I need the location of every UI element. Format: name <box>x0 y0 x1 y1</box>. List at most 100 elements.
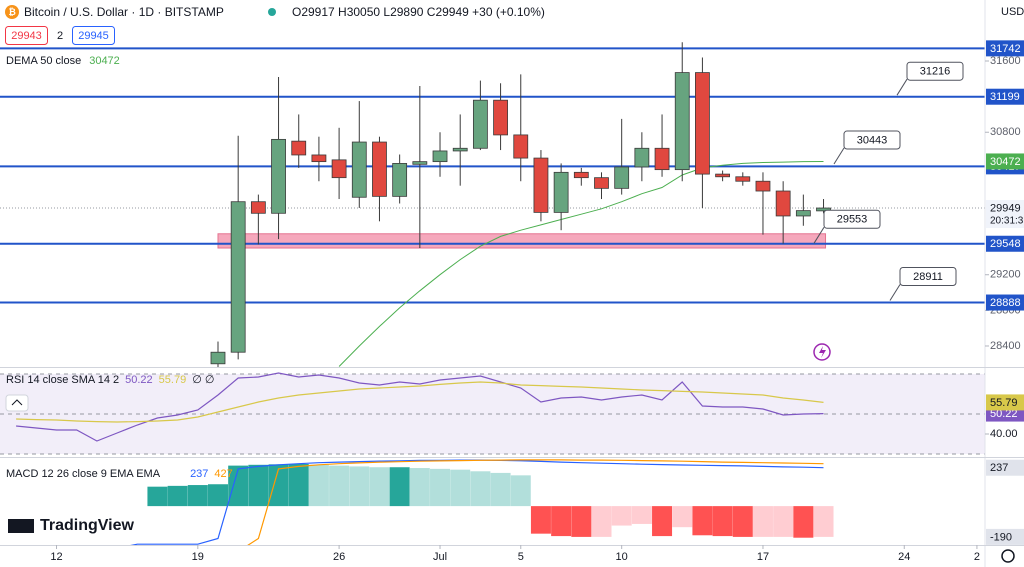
alert-glyph <box>819 346 826 358</box>
dema-legend-value: 30472 <box>89 55 120 67</box>
histogram-bar <box>611 506 632 526</box>
ohlc: O29917 H30050 L29890 C29949 +30 (+0.10%) <box>292 5 545 19</box>
candle-body <box>594 177 609 189</box>
macd-axis-label: 237 <box>990 462 1008 474</box>
candle-body <box>331 159 347 179</box>
level-label-box <box>986 294 1024 311</box>
x-tick-label: 24 <box>898 551 910 563</box>
note-box <box>843 130 901 150</box>
collapse-icon <box>11 399 23 406</box>
y-tick-label: 30800 <box>990 126 1021 138</box>
countdown: 20:31:3 <box>990 216 1024 227</box>
x-tick-label: 19 <box>192 551 204 563</box>
candle-body <box>735 176 751 182</box>
level-label-box <box>986 40 1024 57</box>
histogram-axis-label: -190 <box>990 531 1012 543</box>
histogram-bar <box>450 469 471 507</box>
histogram-bar <box>692 506 713 536</box>
histogram-bar <box>268 464 289 507</box>
note-box <box>906 61 964 81</box>
candle-body <box>775 190 791 217</box>
last-price-box <box>986 200 1024 229</box>
histogram-bar <box>207 484 228 507</box>
indicator-legend: DEMA 50 close <box>6 55 81 67</box>
histogram-bar <box>591 506 612 537</box>
candle-body <box>795 210 811 217</box>
buy-box[interactable] <box>72 26 115 45</box>
rsi-axis-label-box <box>986 394 1024 411</box>
level-label-box <box>986 88 1024 105</box>
histogram-bar <box>308 464 329 507</box>
histogram-bar <box>470 471 491 507</box>
spread: 2 <box>57 30 63 42</box>
macd-legend-value: 237 <box>190 468 208 480</box>
candle-body <box>513 134 529 159</box>
logo-mark <box>8 519 34 533</box>
histogram-bar <box>631 506 652 524</box>
x-tick-label: 10 <box>616 551 628 563</box>
note-label: 30443 <box>857 134 888 146</box>
histogram-bar <box>752 506 773 537</box>
note-leader <box>813 227 825 244</box>
note-box <box>823 209 881 229</box>
histogram-bar <box>147 486 168 507</box>
level-label: 28888 <box>990 297 1021 309</box>
macd-axis-label-box <box>986 459 1024 476</box>
candle-body <box>412 161 428 165</box>
last-price: 29949 <box>990 202 1021 214</box>
level-label: 31199 <box>990 91 1020 103</box>
histogram-axis-label-box <box>986 528 1024 545</box>
histogram-bar <box>652 506 673 537</box>
histogram-bar <box>430 468 451 507</box>
bid: 29943 <box>11 30 42 42</box>
histogram-bar <box>329 465 350 507</box>
rsi-legend-tail: ∅ ∅ <box>192 374 214 386</box>
note-label: 29553 <box>837 214 868 226</box>
settings-icon[interactable] <box>1001 549 1015 563</box>
histogram-bar <box>530 506 551 534</box>
y-tick-label: 31600 <box>990 55 1021 67</box>
histogram-bar <box>773 506 794 537</box>
level-label: 29548 <box>990 238 1021 250</box>
histogram-bar <box>551 506 572 537</box>
rsi-axis-label: 55.79 <box>990 397 1018 409</box>
coin-glyph: ₿ <box>9 7 16 17</box>
alert-icon[interactable] <box>813 343 831 361</box>
ask: 29945 <box>78 30 109 42</box>
dema-axis-label: 30472 <box>990 156 1021 168</box>
candle-body <box>634 147 650 168</box>
level-label-box <box>986 235 1024 252</box>
candle-body <box>533 157 549 213</box>
x-tick-label: 2 <box>974 551 980 563</box>
histogram-bar <box>228 465 249 507</box>
candle-body <box>755 180 771 192</box>
logo-text: TradingView <box>40 517 135 534</box>
histogram-bar <box>389 467 410 507</box>
histogram-bar <box>490 472 511 507</box>
histogram-bar <box>813 506 834 537</box>
histogram-bar <box>510 475 531 507</box>
note-label: 31216 <box>920 66 951 78</box>
histogram-bar <box>349 466 370 507</box>
candle-body <box>392 163 408 197</box>
macd-legend: MACD 12 26 close 9 EMA EMA <box>6 468 161 480</box>
candle-body <box>715 173 731 178</box>
market-status <box>268 8 276 16</box>
histogram-bar <box>732 506 753 537</box>
collapse-button[interactable] <box>5 394 29 412</box>
candle-body <box>311 154 327 163</box>
histogram-bar <box>167 485 188 507</box>
histogram-bar <box>409 468 430 507</box>
histogram-bar <box>187 485 208 507</box>
note-leader <box>896 78 908 96</box>
note-box <box>899 266 957 286</box>
rsi-line <box>16 372 824 442</box>
sell-box[interactable] <box>5 26 48 45</box>
histogram-bar <box>672 506 693 528</box>
dema-axis-label-box <box>986 153 1024 170</box>
candle-body <box>452 147 468 152</box>
x-tick-label: 17 <box>757 551 769 563</box>
candle-body <box>291 140 307 156</box>
